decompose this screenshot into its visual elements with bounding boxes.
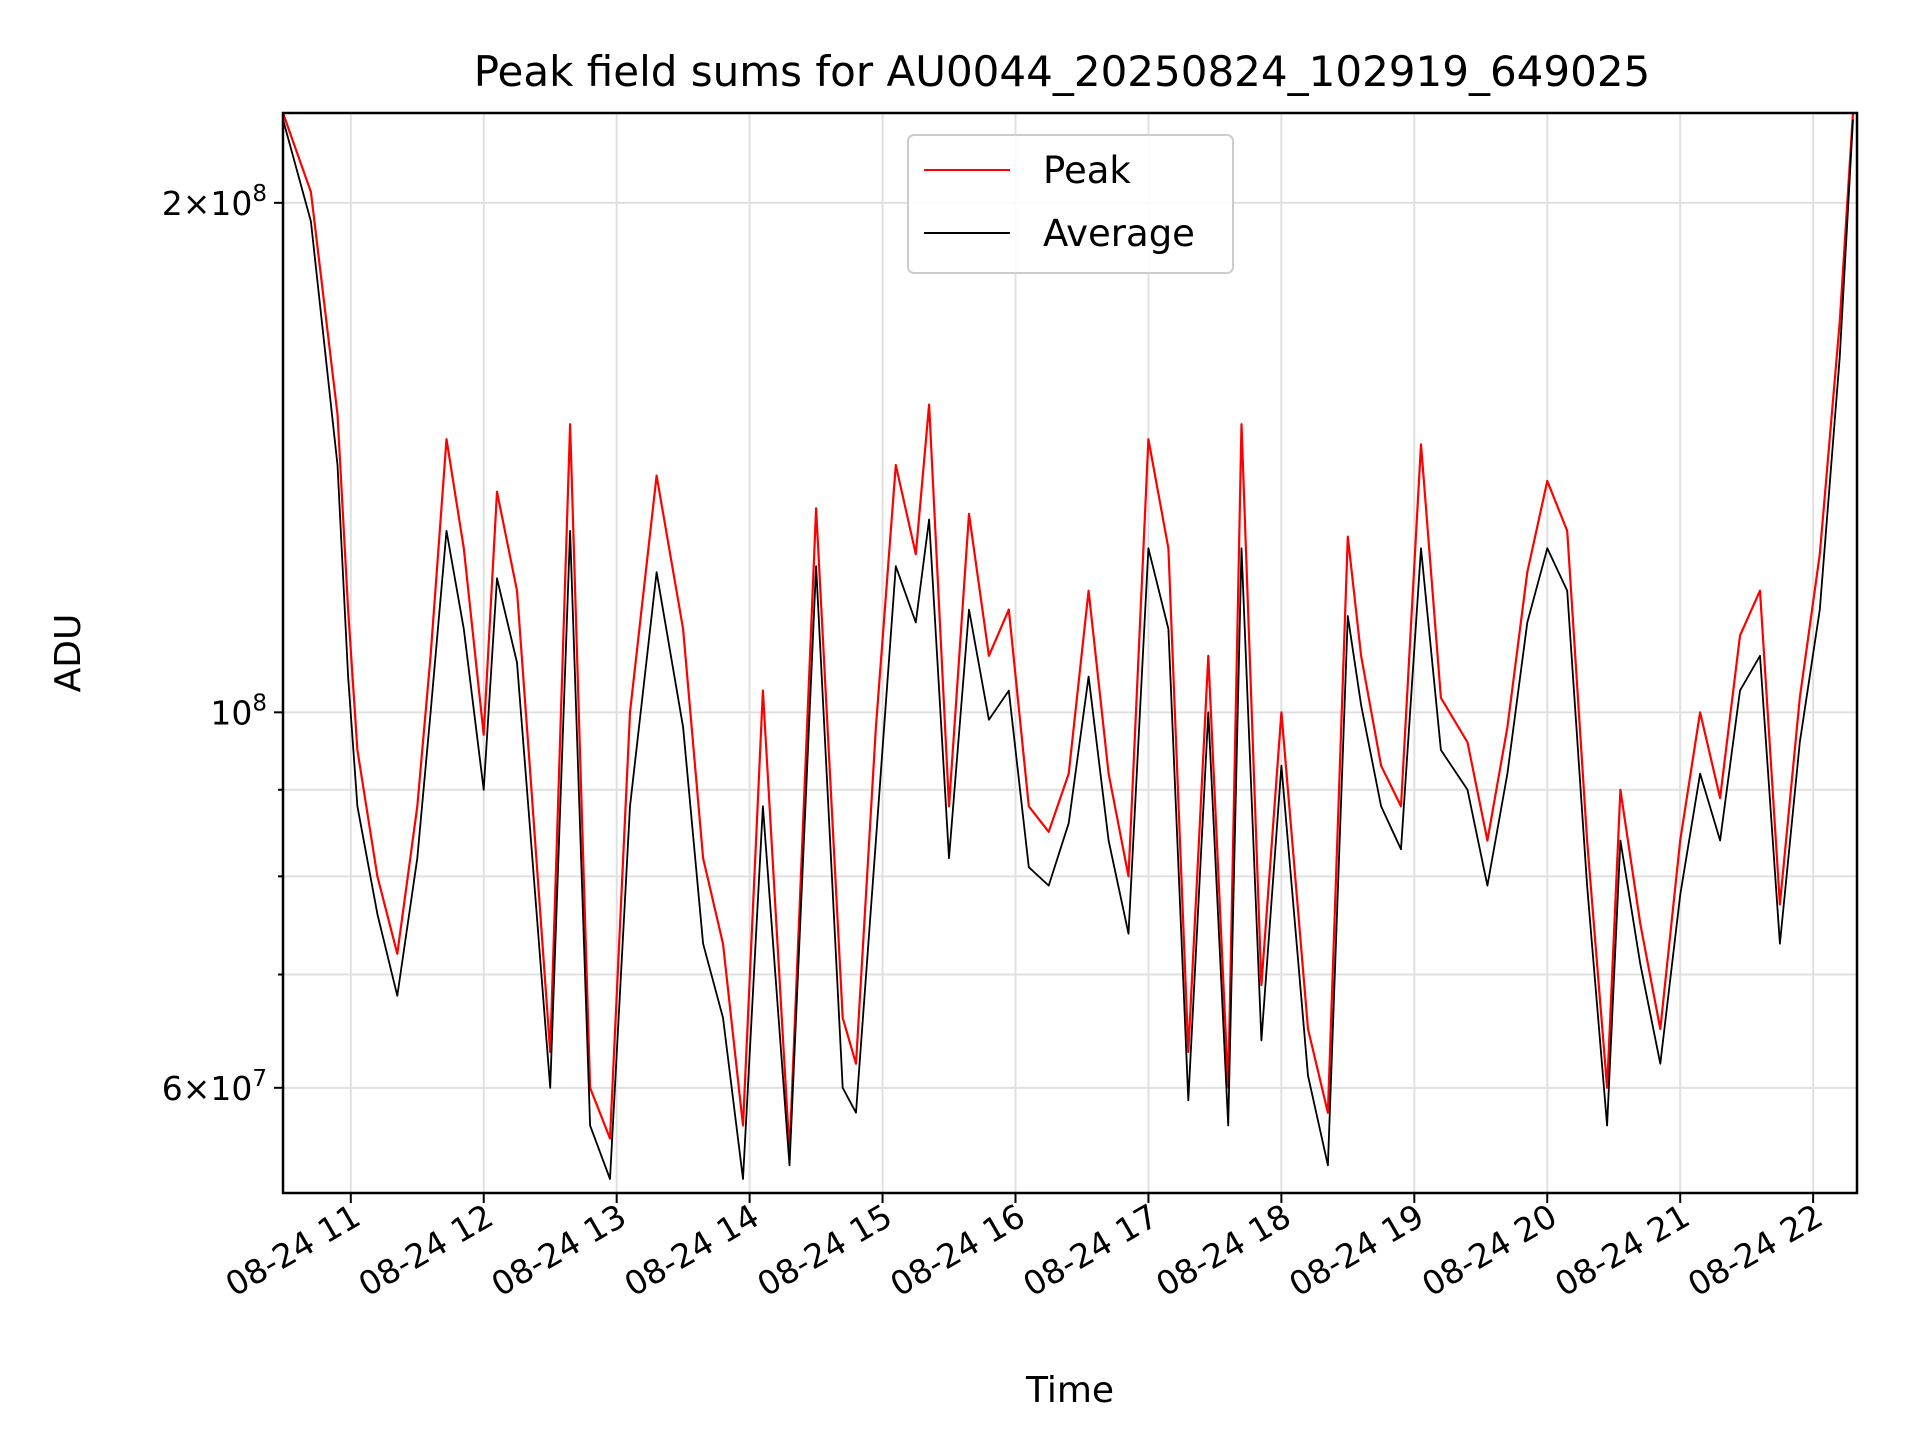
chart-title: Peak field sums for AU0044_20250824_1029… [474, 47, 1651, 96]
y-tick-label-exponent: 8 [252, 690, 267, 716]
y-tick-label: 2×108 [162, 181, 267, 223]
y-tick-label-exponent: 8 [252, 181, 267, 207]
legend: Peak Average [907, 134, 1234, 274]
legend-peak-label: Peak [1043, 149, 1131, 192]
y-tick-label: 6×107 [162, 1066, 267, 1108]
series-average-line [283, 119, 1854, 1180]
y-axis-label: ADU [48, 614, 89, 693]
y-tick-label-exponent: 7 [252, 1066, 267, 1092]
y-tick-label: 108 [210, 690, 267, 732]
y-tick-label-base: 2×10 [162, 184, 253, 223]
x-axis-label: Time [1025, 1370, 1114, 1411]
y-tick-label-base: 10 [210, 693, 252, 732]
plot-area-frame [281, 111, 1859, 1195]
legend-average-label: Average [1043, 212, 1195, 255]
series-lines [283, 113, 1855, 1180]
y-tick-label-base: 6×10 [162, 1069, 253, 1108]
series-peak-line [283, 113, 1855, 1153]
